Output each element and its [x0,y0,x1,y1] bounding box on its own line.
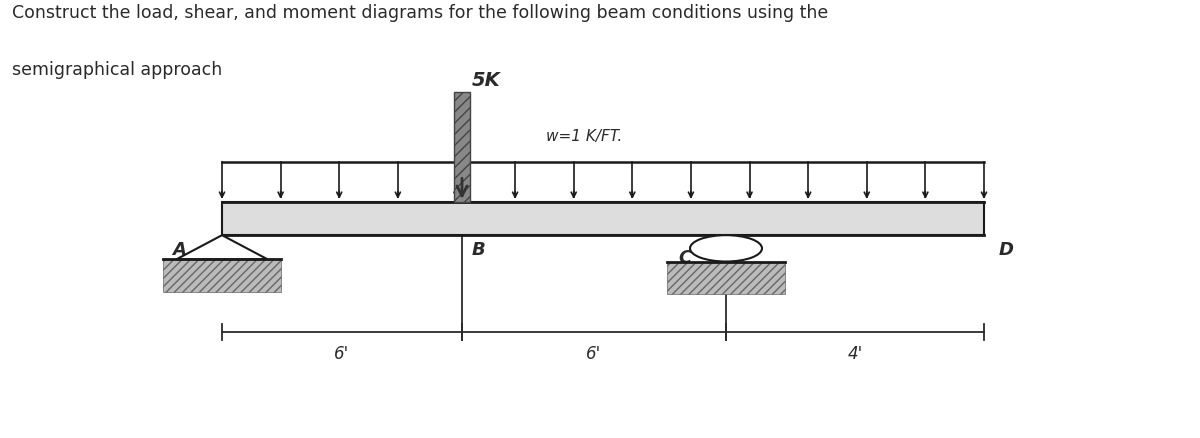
Circle shape [690,236,762,262]
Text: 5K: 5K [472,71,500,89]
Bar [667,262,785,295]
Text: 6': 6' [587,344,601,362]
Text: C: C [678,249,691,267]
Text: w=1 K/FT.: w=1 K/FT. [546,128,623,143]
Text: 6': 6' [335,344,349,362]
Bar [222,202,984,236]
Text: Construct the load, shear, and moment diagrams for the following beam conditions: Construct the load, shear, and moment di… [12,4,828,22]
Text: 4': 4' [847,344,863,362]
Text: semigraphical approach: semigraphical approach [12,61,222,79]
Bar [163,260,281,293]
Text: A: A [172,240,186,258]
Text: B: B [472,240,485,258]
Bar [454,93,470,202]
Text: D: D [998,240,1013,258]
Polygon shape [176,236,268,260]
